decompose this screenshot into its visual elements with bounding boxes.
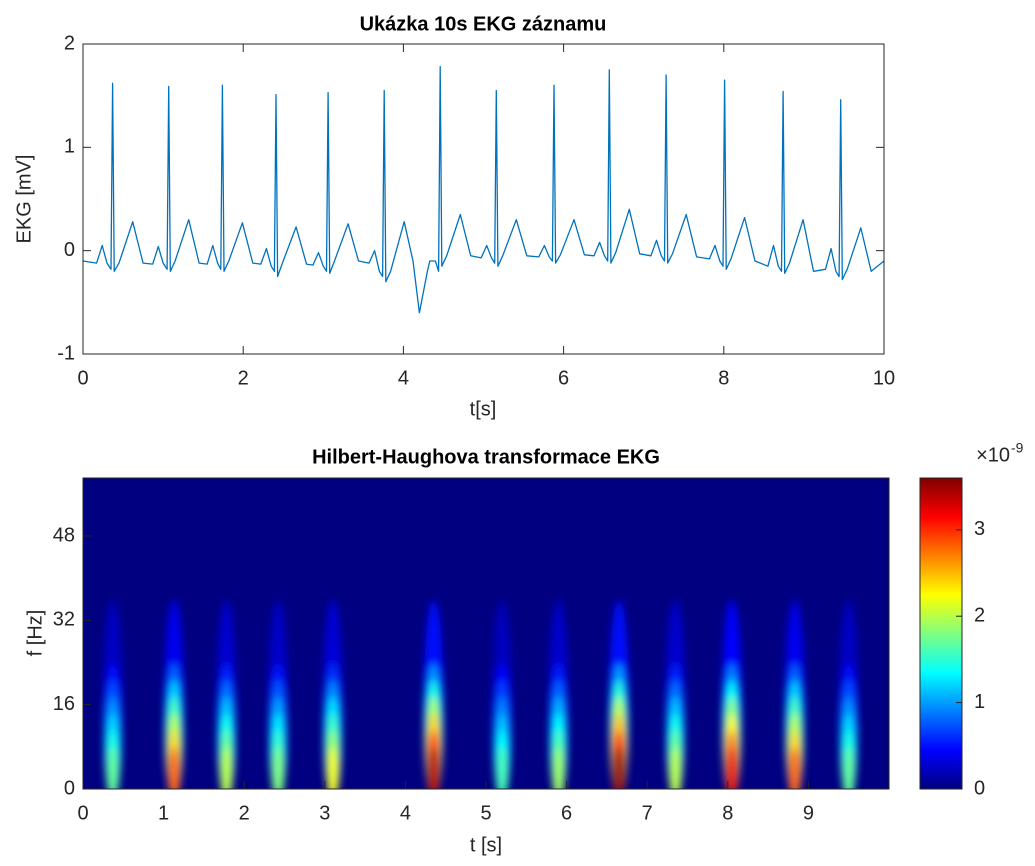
x-tick-label: 6 [561,802,572,824]
x-tick-label: 10 [873,367,895,389]
y-tick-label: 32 [53,609,75,631]
heatmap-burst [669,747,682,789]
y-tick-label: 48 [53,524,75,546]
x-tick-label: 6 [558,367,569,389]
x-tick-label: 1 [158,802,169,824]
y-tick-label: 2 [64,32,75,54]
heatmap-burst [106,747,119,789]
x-tick-label: 2 [238,367,249,389]
colorbar [919,477,963,790]
chart-title: Hilbert-Haughova transformace EKG [312,446,660,468]
y-axis-label: EKG [mV] [13,155,35,244]
heatmap-background [83,478,889,789]
colorbar-tick-label: 2 [974,605,985,627]
heatmap-burst [496,747,509,789]
x-tick-label: 4 [398,367,409,389]
colorbar-tick-label: 1 [974,691,985,713]
y-tick-label: 0 [64,777,75,799]
heatmap-burst [272,747,285,789]
y-axis-label: f [Hz] [24,610,46,657]
colorbar-tick-label: 0 [974,777,985,799]
colorbar-tick-label: 3 [974,518,985,540]
x-tick-label: 0 [77,802,88,824]
heatmap-burst [326,747,339,789]
x-axis-label: t[s] [470,398,497,420]
chart-title: Ukázka 10s EKG záznamu [360,13,607,35]
x-tick-label: 8 [722,802,733,824]
heatmap-burst [220,747,233,789]
y-tick-label: -1 [57,342,75,364]
heatmap-burst [552,747,565,789]
heatmap-burst [842,747,855,789]
axes-box [82,43,885,355]
y-tick-label: 1 [64,136,75,158]
x-tick-label: 4 [400,802,411,824]
x-tick-label: 2 [239,802,250,824]
x-tick-label: 3 [319,802,330,824]
y-tick-label: 16 [53,693,75,715]
heatmap-bursts [102,599,859,789]
x-tick-label: 5 [480,802,491,824]
heatmap-layer [102,599,859,789]
heatmap-burst [788,747,801,789]
colorbar-exponent: -9 [1011,440,1024,456]
heatmap-burst [168,747,181,789]
colorbar-base: ×10 [976,444,1010,466]
x-axis-label: t [s] [470,834,502,856]
heatmap-burst [427,747,440,789]
heatmap-burst [725,747,738,789]
x-tick-label: 0 [77,367,88,389]
x-tick-label: 9 [803,802,814,824]
heatmap-burst [613,747,625,789]
axes-box [82,477,890,790]
ecg-line [82,66,885,314]
x-tick-label: 7 [642,802,653,824]
x-tick-label: 8 [718,367,729,389]
y-tick-label: 0 [64,239,75,261]
